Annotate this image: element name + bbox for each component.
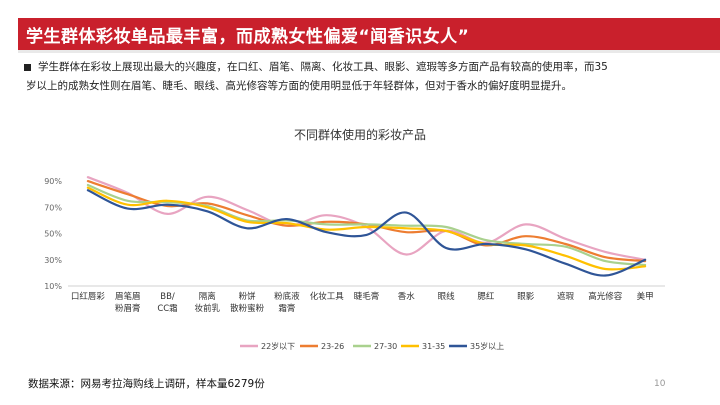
- banner-underline: [18, 50, 720, 53]
- chart-title: 不同群体使用的彩妆产品: [293, 128, 426, 142]
- y-tick-label: 50%: [44, 230, 62, 239]
- summary-bullet: 学生群体在彩妆上展现出最大的兴趣度，在口红、眉笔、隔离、化妆工具、眼影、遮瑕等多…: [22, 58, 702, 96]
- legend-label: 27-30: [374, 342, 397, 351]
- x-tick-label: 粉底液霜膏: [274, 291, 300, 314]
- x-tick-label: 隔离妆前乳: [195, 291, 221, 314]
- series-line-1: [86, 176, 647, 261]
- summary-line-2: 岁以上的成熟女性则在眉笔、睫毛、眼线、高光修容等方面的使用明显低于年轻群体，但对…: [26, 80, 572, 92]
- series-line-5: [86, 189, 647, 277]
- y-tick-label: 70%: [44, 203, 62, 212]
- x-tick-label: 睫毛膏: [354, 291, 380, 302]
- x-tick-label: 高光修容: [588, 291, 623, 302]
- series-line-2: [86, 180, 647, 263]
- x-tick-label: 眉笔眉粉眉膏: [115, 291, 141, 314]
- square-bullet-icon: [24, 64, 31, 71]
- legend-label: 35岁以上: [470, 341, 504, 351]
- page-title: 学生群体彩妆单品最丰富，而成熟女性偏爱“闻香识女人”: [26, 26, 470, 47]
- x-tick-label: 腮红: [477, 291, 495, 302]
- x-tick-label: 眼影: [517, 291, 535, 302]
- y-tick-label: 30%: [44, 256, 62, 265]
- y-tick-label: 90%: [44, 177, 62, 186]
- title-banner: 学生群体彩妆单品最丰富，而成熟女性偏爱“闻香识女人”: [18, 18, 720, 50]
- x-tick-label: 粉饼散粉蜜粉: [230, 291, 265, 314]
- page-number: 10: [654, 379, 666, 389]
- x-tick-label: 眼线: [438, 291, 456, 302]
- series-line-3: [86, 183, 647, 267]
- legend-label: 23-26: [321, 342, 344, 351]
- data-source: 数据来源：网易考拉海购线上调研，样本量6279份: [28, 378, 265, 390]
- x-tick-label: BB/CC霜: [157, 292, 177, 314]
- legend-label: 22岁以下: [261, 341, 295, 351]
- x-tick-label: 香水: [398, 291, 416, 302]
- x-tick-label: 口红唇彩: [71, 291, 106, 302]
- x-tick-label: 化妆工具: [310, 291, 345, 302]
- x-tick-label: 美甲: [637, 291, 654, 302]
- y-tick-label: 10%: [44, 282, 62, 291]
- summary-line-1: 学生群体在彩妆上展现出最大的兴趣度，在口红、眉笔、隔离、化妆工具、眼影、遮瑕等多…: [38, 61, 608, 73]
- legend-label: 31-35: [422, 342, 445, 351]
- x-tick-label: 遮瑕: [557, 291, 575, 302]
- series-line-4: [86, 186, 647, 271]
